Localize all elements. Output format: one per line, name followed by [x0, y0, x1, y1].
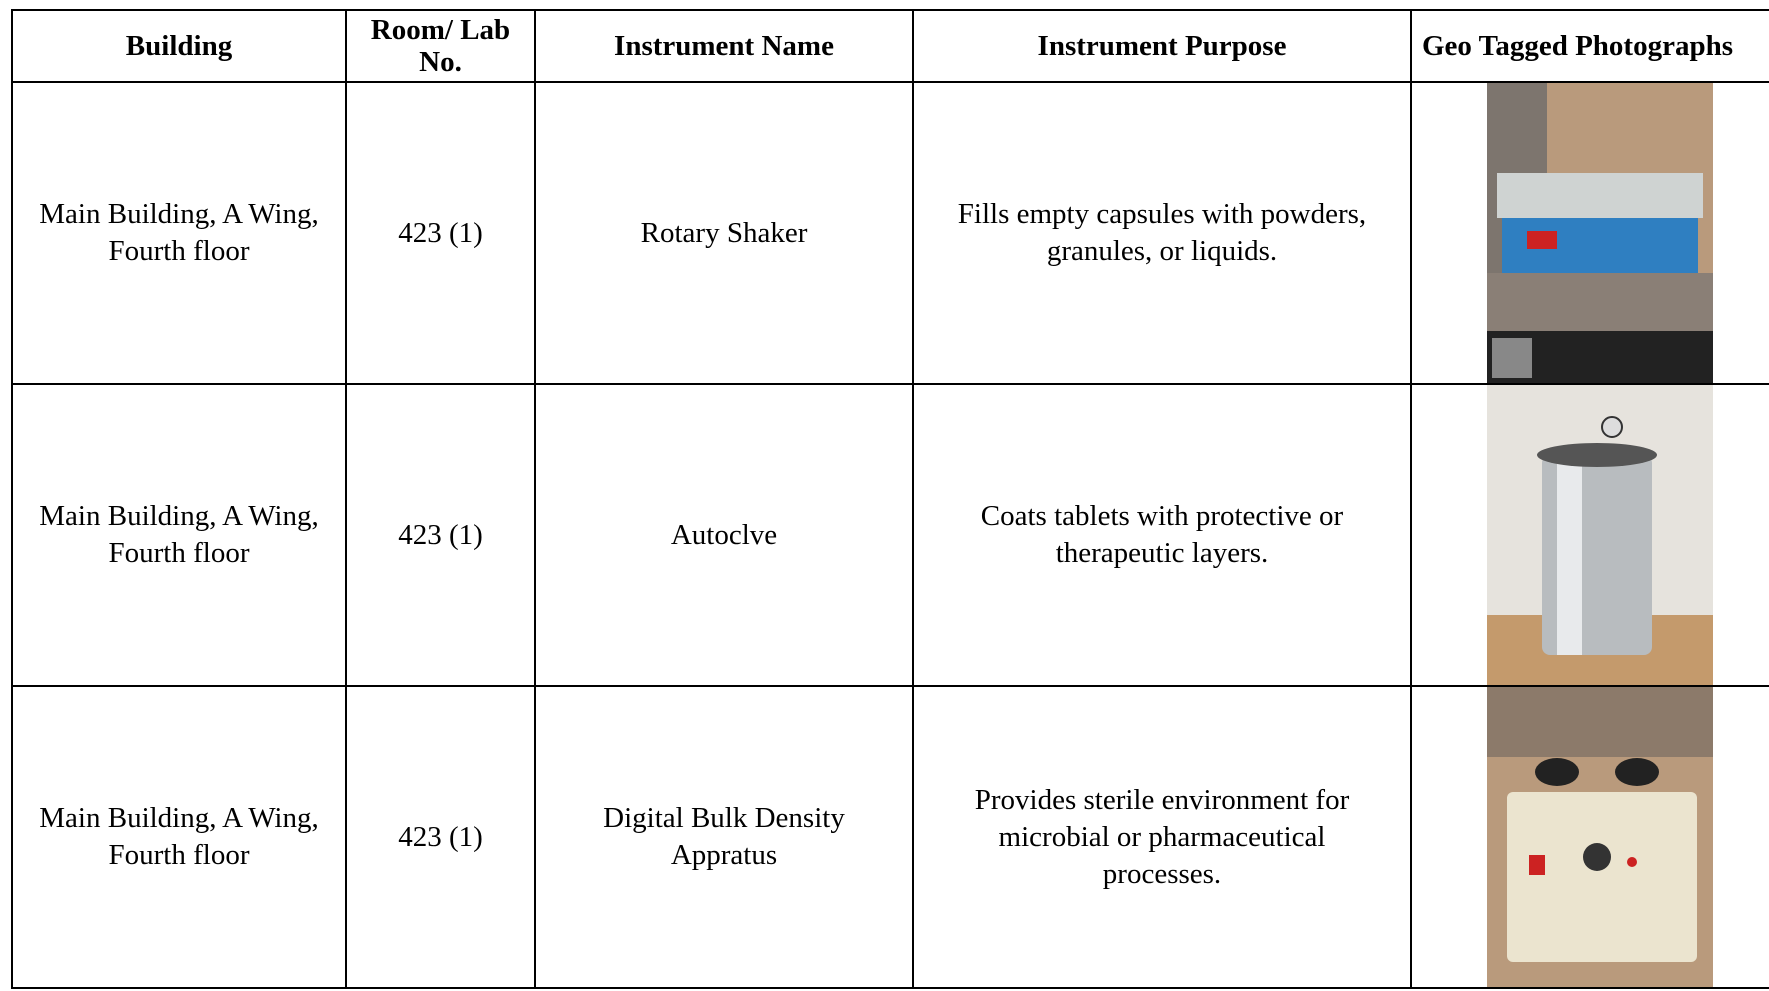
table-body: Main Building, A Wing, Fourth floor 423 (… — [11, 81, 1769, 989]
table-cell: Digital Bulk Density Appratus — [534, 685, 914, 989]
cell-text: Rotary Shaker — [640, 216, 808, 249]
cell-text: Main Building, A Wing, Fourth floor — [39, 802, 319, 871]
table-cell: 423 (1) — [345, 685, 536, 989]
cell-text: 423 (1) — [398, 518, 483, 551]
cell-text: Main Building, A Wing, Fourth floor — [39, 198, 319, 267]
photo-cell — [1410, 81, 1769, 385]
table-cell: 423 (1) — [345, 81, 536, 385]
table-cell: Rotary Shaker — [534, 81, 914, 385]
table-cell: Main Building, A Wing, Fourth floor — [11, 383, 347, 687]
table-cell: Fills empty capsules with powders, granu… — [912, 81, 1412, 385]
table-cell: Coats tablets with protective or therape… — [912, 383, 1412, 687]
header-row: Building Room/ Lab No. Instrument Name I… — [11, 9, 1769, 83]
header-cell: Room/ Lab No. — [345, 9, 536, 83]
cell-text: Coats tablets with protective or therape… — [980, 500, 1344, 569]
header-cell: Instrument Name — [534, 9, 914, 83]
cell-text: Provides sterile environment for microbi… — [974, 783, 1350, 890]
instrument-table: Building Room/ Lab No. Instrument Name I… — [11, 9, 1769, 989]
cell-text: Fills empty capsules with powders, granu… — [957, 198, 1367, 267]
cell-text: 423 (1) — [398, 216, 483, 249]
table-row: Main Building, A Wing, Fourth floor 423 (… — [11, 685, 1769, 989]
header-cell: Building — [11, 9, 347, 83]
cell-text: Digital Bulk Density Appratus — [603, 802, 845, 871]
cell-text: Autoclve — [670, 518, 778, 551]
table-cell: Main Building, A Wing, Fourth floor — [11, 81, 347, 385]
header-cell: Geo Tagged Photographs — [1410, 9, 1769, 83]
table-row: Main Building, A Wing, Fourth floor 423 (… — [11, 383, 1769, 687]
table-cell: Main Building, A Wing, Fourth floor — [11, 685, 347, 989]
table-row: Main Building, A Wing, Fourth floor 423 (… — [11, 81, 1769, 385]
geo-tagged-photo — [1487, 83, 1713, 383]
table-cell: Autoclve — [534, 383, 914, 687]
cell-text: Main Building, A Wing, Fourth floor — [39, 500, 319, 569]
geo-tagged-photo — [1487, 385, 1713, 685]
cell-text: 423 (1) — [398, 820, 483, 853]
table-cell: Provides sterile environment for microbi… — [912, 685, 1412, 989]
header-cell: Instrument Purpose — [912, 9, 1412, 83]
photo-cell — [1410, 383, 1769, 687]
geo-tagged-photo — [1487, 687, 1713, 987]
photo-cell — [1410, 685, 1769, 989]
table-cell: 423 (1) — [345, 383, 536, 687]
